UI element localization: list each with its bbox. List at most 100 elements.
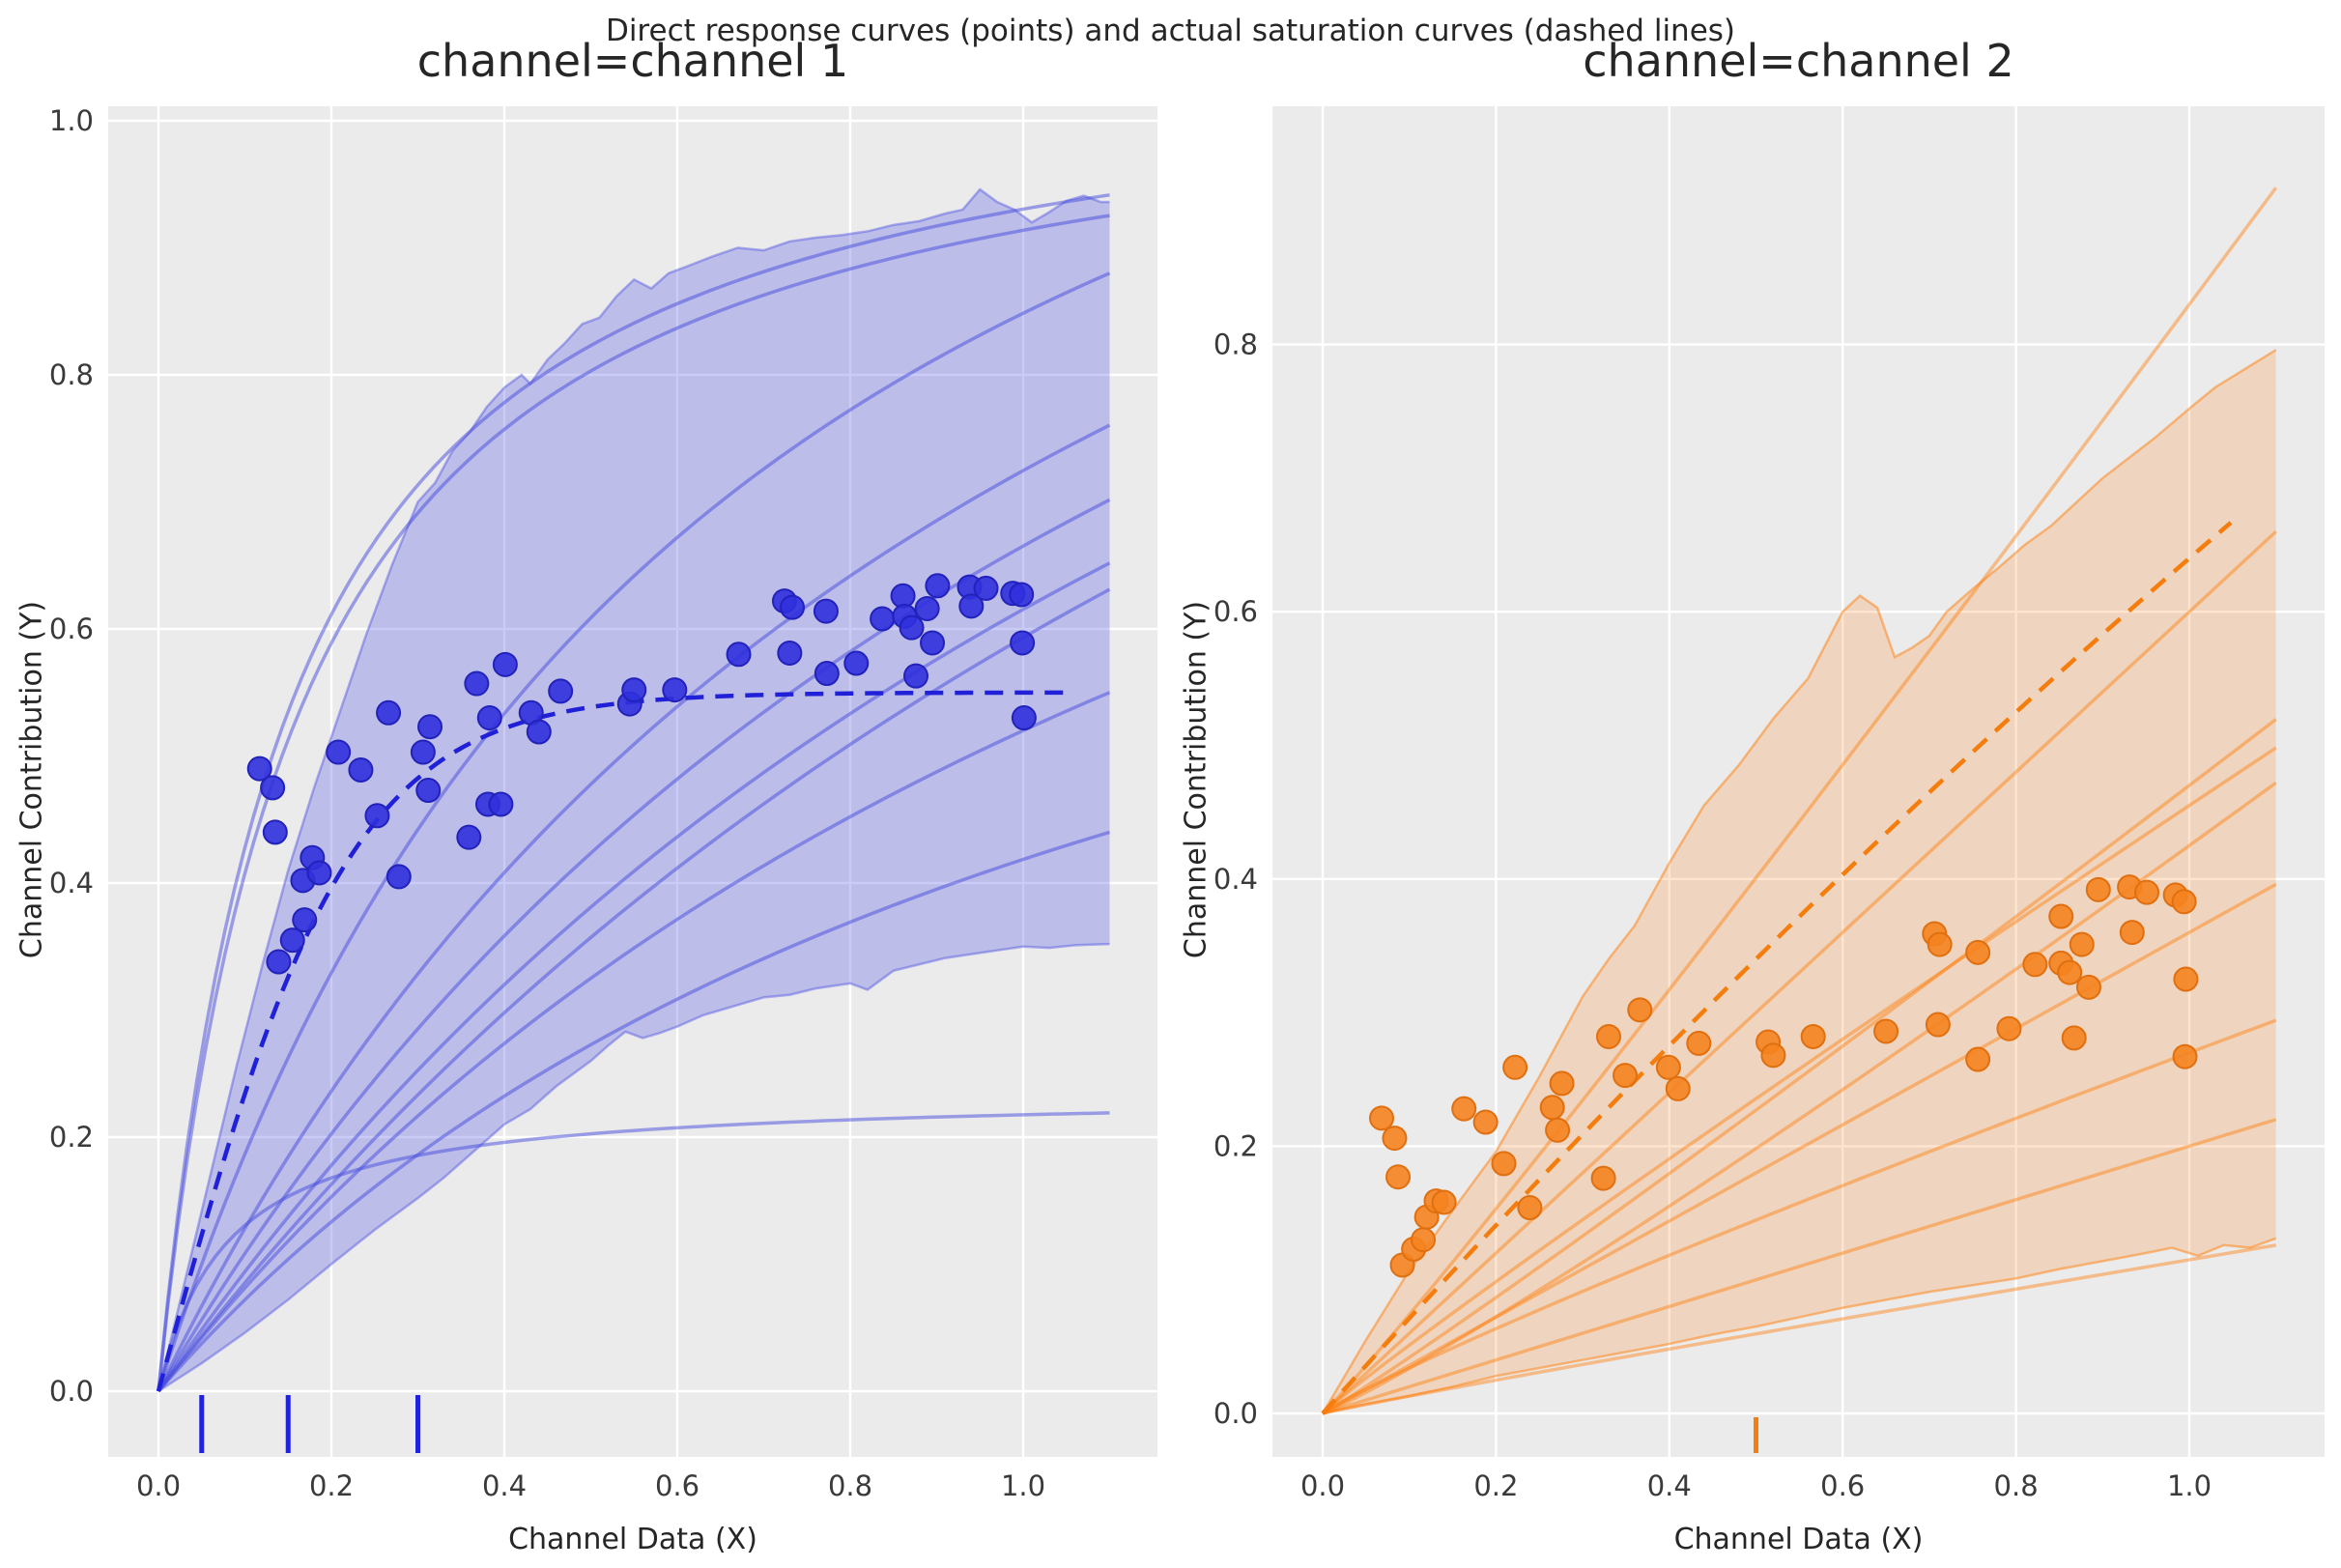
y-tick-label: 0.6 (49, 613, 94, 645)
posterior-curve (157, 691, 1111, 1393)
scatter-point (1686, 1030, 1712, 1056)
scatter-point (621, 677, 647, 703)
figure-suptitle: Direct response curves (points) and actu… (605, 14, 1736, 48)
scatter-point (814, 661, 840, 687)
scatter-point (2075, 974, 2101, 1000)
scatter-point (306, 860, 332, 886)
scatter-point (1613, 1063, 1639, 1089)
scatter-point (279, 927, 305, 954)
posterior-curve (1321, 186, 2278, 1415)
scatter-point (914, 595, 940, 621)
posterior-curve (1322, 718, 2277, 1415)
posterior-curve (1322, 1018, 2277, 1415)
x-tick-label: 0.8 (828, 1469, 872, 1502)
y-tick-label: 0.0 (49, 1375, 94, 1408)
posterior-curve (1321, 529, 2277, 1415)
scatter-point (364, 803, 390, 829)
x-tick-label: 0.6 (655, 1469, 699, 1502)
scatter-point (1545, 1117, 1571, 1143)
scatter-point (1760, 1042, 1786, 1069)
scatter-point (410, 739, 436, 765)
scatter-point (326, 739, 352, 765)
x-tick-label: 0.4 (482, 1469, 527, 1502)
scatter-point (777, 640, 803, 666)
scatter-point (920, 630, 946, 656)
x-tick-label: 0.2 (309, 1469, 354, 1502)
scatter-point (1009, 582, 1035, 608)
scatter-point (488, 791, 514, 817)
saturation-dashed-curve (1321, 521, 2233, 1415)
panel1-xaxis-label: Channel Data (X) (508, 1523, 757, 1556)
scatter-point (415, 778, 442, 804)
scatter-point (726, 641, 752, 668)
posterior-curve (1322, 1118, 2277, 1415)
posterior-curve (157, 423, 1111, 1392)
x-tick-label: 1.0 (2167, 1469, 2212, 1502)
scatter-point (2172, 1043, 2198, 1069)
scatter-point (1368, 1105, 1394, 1131)
panel1-yaxis-label: Channel Contribution (Y) (14, 600, 49, 959)
scatter-point (662, 677, 688, 703)
scatter-point (813, 598, 839, 624)
y-tick-label: 0.2 (49, 1121, 94, 1154)
scatter-point (870, 606, 896, 632)
posterior-curve (1322, 781, 2277, 1415)
scatter-point (1382, 1126, 1408, 1152)
y-tick-label: 0.8 (49, 358, 94, 391)
scatter-point (2119, 920, 2145, 946)
scatter-point (1517, 1195, 1543, 1221)
scatter-point (1800, 1023, 1826, 1049)
scatter-point (1596, 1023, 1622, 1049)
scatter-point (2069, 931, 2095, 957)
scatter-point (2061, 1025, 2087, 1051)
x-tick-label: 0.4 (1647, 1469, 1692, 1502)
y-tick-label: 0.6 (1213, 595, 1258, 628)
panel2-xaxis-label: Channel Data (X) (1673, 1523, 1924, 1556)
scatter-point (1451, 1096, 1477, 1122)
panel2-yaxis-label: Channel Contribution (Y) (1179, 600, 1213, 959)
y-tick-label: 0.0 (1213, 1397, 1258, 1430)
scatter-point (899, 614, 925, 641)
plot-content (1321, 186, 2278, 1453)
scatter-point (1549, 1070, 1575, 1097)
scatter-point (417, 714, 443, 740)
scatter-point (1965, 1046, 1991, 1072)
scatter-point (2057, 959, 2083, 985)
posterior-curve (157, 193, 1110, 1392)
plot-area (1272, 106, 2325, 1457)
posterior-curve (1322, 882, 2277, 1415)
posterior-curve (1322, 1243, 2276, 1415)
scatter-point (2085, 876, 2111, 902)
scatter-point (1873, 1018, 1899, 1044)
scatter-point (262, 819, 288, 845)
posterior-curve (157, 498, 1111, 1392)
band-bottom-edge (1322, 1237, 2277, 1415)
scatter-point (348, 756, 374, 783)
posterior-curve (157, 1111, 1110, 1392)
scatter-point (843, 650, 870, 676)
y-tick-label: 0.8 (1213, 328, 1258, 361)
x-tick-label: 1.0 (1001, 1469, 1045, 1502)
y-tick-label: 1.0 (49, 104, 94, 137)
scatter-point (376, 699, 402, 726)
scatter-point (1431, 1189, 1457, 1215)
scatter-point (385, 864, 412, 890)
scatter-point (1655, 1054, 1681, 1080)
scatter-point (958, 593, 985, 619)
scatter-point (780, 594, 806, 620)
scatter-point (1996, 1015, 2022, 1041)
scatter-point (292, 907, 318, 933)
scatter-point (925, 573, 951, 599)
scatter-point (1925, 1012, 1951, 1038)
scatter-point (1011, 705, 1037, 731)
scatter-point (1491, 1151, 1517, 1177)
band-bottom-edge (157, 942, 1110, 1393)
x-tick-label: 0.2 (1473, 1469, 1518, 1502)
x-tick-label: 0.8 (1994, 1469, 2039, 1502)
scatter-point (548, 678, 574, 704)
scatter-point (903, 663, 929, 689)
scatter-point (246, 755, 272, 782)
posterior-curve (157, 587, 1111, 1393)
